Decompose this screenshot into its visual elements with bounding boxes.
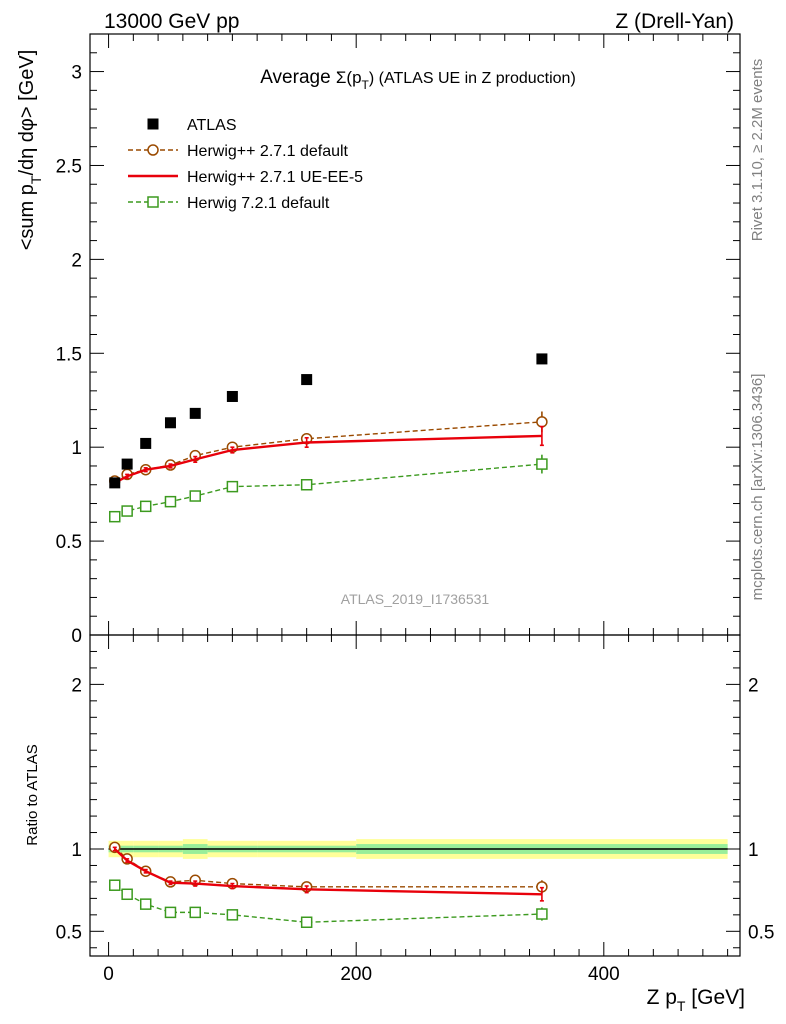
svg-text:Average Σ(pT) (ATLAS UE in Z p: Average Σ(pT) (ATLAS UE in Z production) bbox=[260, 67, 576, 92]
main-square-marker bbox=[226, 480, 239, 493]
ratio-plot-frame bbox=[89, 634, 741, 957]
ratio-y-tick-label-right: 0.5 bbox=[748, 922, 774, 943]
main-series-line bbox=[114, 463, 542, 518]
main-atlas-data-point bbox=[301, 374, 313, 386]
legend-circle-marker bbox=[147, 144, 159, 156]
main-square-marker bbox=[121, 505, 133, 517]
main-atlas-data-point bbox=[121, 458, 133, 470]
ratio-plot-panel: 0.5 0.5 1 1 2 2 Ratio to ATLAS 0 200 400 bbox=[24, 634, 774, 985]
main-square-marker bbox=[189, 490, 201, 502]
legend-label: Herwig++ 2.7.1 default bbox=[187, 143, 349, 160]
ratio-square-marker bbox=[189, 906, 201, 919]
ratio-y-tick-label-right: 1 bbox=[748, 840, 759, 861]
main-square-marker bbox=[300, 479, 313, 491]
plot-title: Average Σ(pT) (ATLAS UE in Z production) bbox=[260, 67, 576, 92]
ratio-y-tick-label: 0.5 bbox=[56, 922, 82, 943]
main-y-tick-label: 1.5 bbox=[56, 344, 82, 365]
main-y-tick-label: 2 bbox=[71, 250, 82, 271]
x-axis-label-main: Z p bbox=[647, 986, 677, 1009]
main-square-marker bbox=[139, 500, 152, 513]
legend-label: Herwig 7.2.1 default bbox=[187, 195, 330, 212]
main-series-layer bbox=[109, 353, 548, 523]
ratio-uncertainty-band bbox=[108, 839, 728, 859]
main-plot-panel: Average Σ(pT) (ATLAS UE in Z production)… bbox=[16, 33, 741, 647]
main-y-tick-label: 0 bbox=[71, 626, 82, 647]
main-y-tick-label: 2.5 bbox=[56, 156, 82, 177]
main-atlas-data-point bbox=[109, 477, 121, 489]
ratio-square-marker bbox=[300, 916, 313, 929]
plot-title-symbol: Σ(p bbox=[336, 68, 362, 87]
ratio-x-ticks: 0 200 400 bbox=[103, 635, 729, 985]
legend-square-marker bbox=[147, 196, 159, 208]
main-y-axis-label: <sum pT/dη dφ> [GeV] bbox=[16, 50, 44, 251]
plot-title-suffix: ) (ATLAS UE in Z production) bbox=[369, 70, 576, 87]
legend-label: ATLAS bbox=[187, 117, 237, 134]
legend-label: Herwig++ 2.7.1 UE-EE-5 bbox=[187, 169, 363, 186]
ratio-square-marker bbox=[536, 908, 548, 920]
x-axis-label: Z pT [GeV] bbox=[647, 986, 745, 1014]
plot-title-prefix: Average bbox=[260, 67, 336, 88]
main-y-axis: 0 0.5 1 1.5 2 2.5 3 bbox=[56, 52, 740, 647]
ratio-square-marker bbox=[139, 898, 152, 910]
header-left-label: 13000 GeV pp bbox=[104, 10, 239, 33]
main-y-tick-label: 1 bbox=[71, 438, 82, 459]
x-tick-label: 0 bbox=[103, 964, 114, 985]
ratio-series-layer bbox=[109, 841, 548, 929]
header-right-label: Z (Drell-Yan) bbox=[615, 10, 734, 33]
ratio-square-marker bbox=[226, 909, 239, 921]
main-square-marker bbox=[164, 495, 177, 508]
legend-marker-atlas bbox=[147, 118, 159, 130]
main-square-marker bbox=[536, 458, 548, 470]
main-atlas-data-point bbox=[536, 353, 548, 365]
x-tick-label: 400 bbox=[588, 964, 620, 985]
ratio-square-marker bbox=[121, 888, 133, 901]
main-y-tick-label: 0.5 bbox=[56, 532, 82, 553]
x-tick-label: 200 bbox=[340, 964, 372, 985]
main-atlas-data-point bbox=[226, 390, 238, 402]
ratio-y-tick-label: 2 bbox=[71, 675, 82, 696]
legend: ATLAS Herwig++ 2.7.1 default Herwig++ 2.7.… bbox=[128, 117, 363, 212]
side-text-mcplots: mcplots.cern.ch [arXiv:1306.3436] bbox=[749, 374, 766, 601]
ratio-y-tick-label: 1 bbox=[71, 840, 82, 861]
x-axis-label-unit: [GeV] bbox=[685, 986, 745, 1009]
ratio-y-tick-label-right: 2 bbox=[748, 675, 759, 696]
ratio-y-axis-label: Ratio to ATLAS bbox=[24, 744, 41, 845]
main-circle-marker bbox=[536, 416, 548, 428]
main-atlas-data-point bbox=[164, 417, 176, 429]
main-y-tick-label: 3 bbox=[71, 63, 82, 84]
main-series-line bbox=[114, 421, 542, 482]
plot-title-subscript: T bbox=[362, 78, 370, 92]
main-y-axis-label-sub: T bbox=[28, 175, 44, 184]
ratio-y-axis: 0.5 0.5 1 1 2 2 bbox=[56, 650, 774, 949]
main-square-marker bbox=[109, 510, 121, 523]
x-axis-label-sub: T bbox=[677, 998, 686, 1014]
main-y-axis-label-part1: <sum p bbox=[16, 184, 38, 250]
main-series-line bbox=[114, 434, 542, 484]
ratio-square-marker bbox=[164, 906, 177, 919]
ratio-series-line bbox=[113, 848, 542, 896]
main-y-axis-label-part2: /dη dφ> [GeV] bbox=[16, 50, 38, 176]
analysis-watermark: ATLAS_2019_I1736531 bbox=[341, 591, 490, 607]
main-atlas-data-point bbox=[189, 407, 201, 419]
main-atlas-data-point bbox=[140, 437, 152, 449]
side-text-rivet: Rivet 3.1.10, ≥ 2.2M events bbox=[749, 59, 766, 242]
main-x-ticks bbox=[108, 34, 729, 635]
ratio-square-marker bbox=[109, 879, 121, 891]
